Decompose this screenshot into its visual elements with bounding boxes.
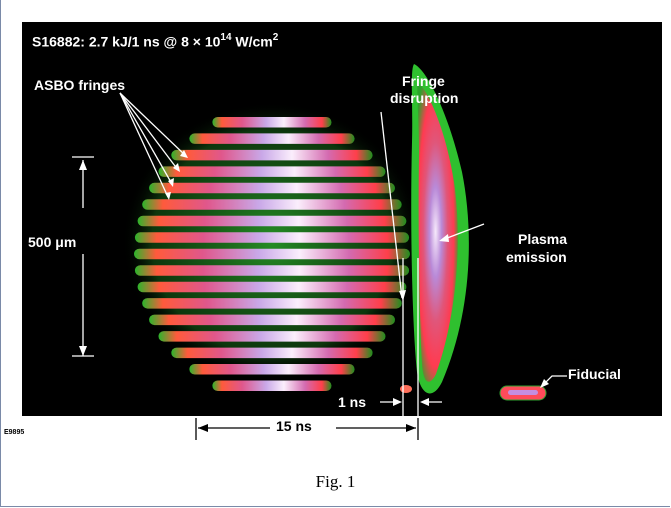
label-fringe-disruption-line1: Fringe [402,73,445,89]
fringe-stripe [189,133,355,144]
label-15-ns: 15 ns [272,418,316,434]
fringe-stripe [137,281,407,293]
label-plasma-emission-line2: emission [506,249,567,265]
figure-code: E9895 [4,429,25,436]
fringe-stripe [137,215,407,227]
label-500-um: 500 μm [28,234,77,250]
fringe-stripe [158,166,386,177]
asbo-fringe-pattern [134,117,410,391]
fringe-stripe [134,265,410,276]
fiducial-mark-core [508,390,538,395]
fringe-stripe [212,117,332,128]
fringe-stripe [142,298,402,309]
timing-spot [400,385,412,393]
fringe-stripe [158,331,386,342]
fringe-stripe [134,232,410,243]
label-asbo-fringes: ASBO fringes [34,77,126,93]
fringe-stripe [189,364,355,375]
annotation-lines [72,92,567,416]
shot-title: S16882: 2.7 kJ/1 ns @ 8 × 1014 W/cm2 [32,32,279,50]
streak-image: S16882: 2.7 kJ/1 ns @ 8 × 1014 W/cm2 ASB… [22,22,662,416]
label-1-ns: 1 ns [338,394,367,410]
label-plasma-emission-line1: Plasma [518,231,568,247]
plasma-emission-core [417,82,458,382]
fringe-stripe [212,380,332,391]
fringe-stripe [134,248,410,260]
annotation-arrowheads [79,150,549,406]
figure-caption: Fig. 1 [315,472,356,491]
label-fringe-disruption-line2: disruption [390,90,459,106]
label-fiducial: Fiducial [568,366,621,382]
fringe-stripe [171,347,373,359]
fringe-stripe [149,314,395,326]
streak-image-graphic [72,64,567,416]
fringe-stripe [171,149,373,161]
fringe-stripe [142,199,402,210]
fringe-stripe [149,182,395,194]
